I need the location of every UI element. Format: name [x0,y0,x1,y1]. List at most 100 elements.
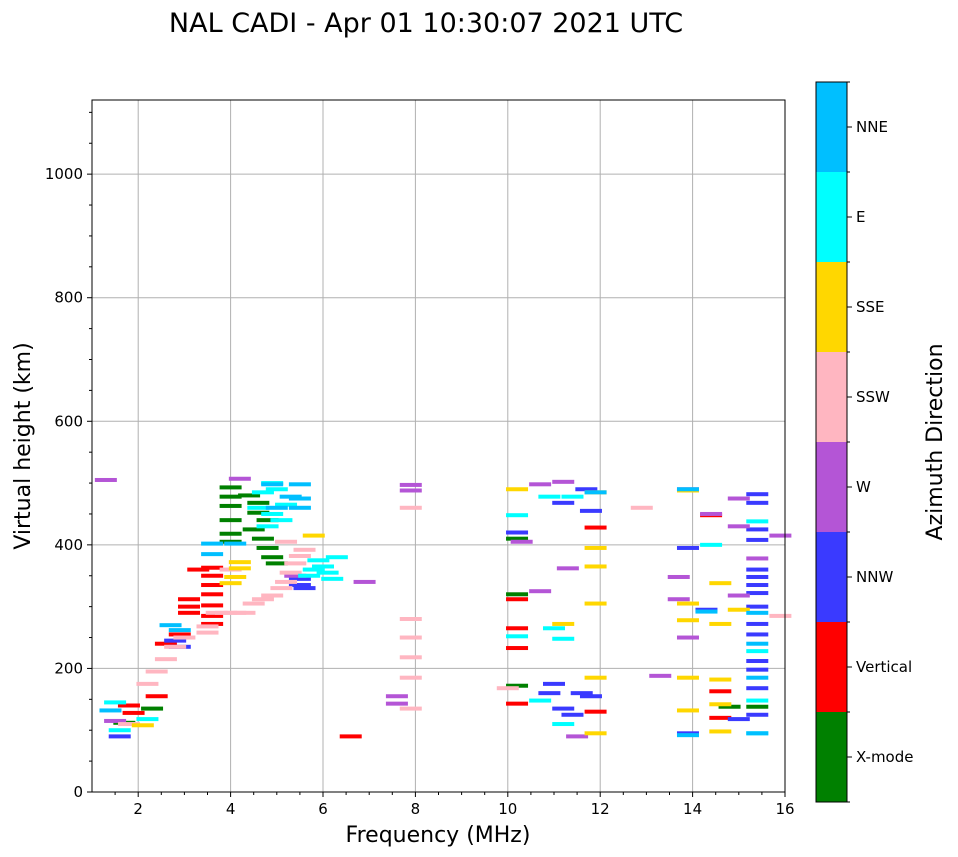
echo-mark-e [529,698,552,703]
echo-mark-vertical [584,709,607,714]
echo-mark-nne [265,505,288,510]
echo-mark-vertical [117,703,140,708]
y-axis-ticks: 0 200 400 600 800 1000 [45,111,92,801]
echo-mark-e [275,502,298,507]
echo-mark-nne [201,552,224,557]
echo-mark-ssw [173,635,196,640]
x-tick-label: 12 [591,800,610,818]
echo-mark-nnw [746,574,769,579]
echo-mark-ssw [145,669,168,674]
echo-mark-nnw [543,681,565,686]
echo-mark-ssw [399,635,422,640]
colorbar-swatch-nnw [816,532,847,622]
echo-mark-e [538,494,561,499]
colorbar-title: Azimuth Direction [923,343,948,540]
echo-mark-w [353,579,376,584]
y-tick-label: 600 [54,412,83,430]
echo-mark-nne [746,641,769,646]
echo-mark-nnw [746,567,769,572]
x-axis-label: Frequency (MHz) [346,823,531,848]
x-tick-label: 16 [775,800,794,818]
echo-mark-vertical [201,583,224,588]
echo-mark-nnw [293,586,316,591]
y-tick-label: 400 [54,536,83,554]
echo-mark-w [385,694,408,699]
echo-mark-ssw [399,675,422,680]
echo-mark-sse [228,566,251,571]
echo-mark-nnw [746,492,769,497]
echo-mark-w [667,597,690,602]
echo-mark-e [321,576,344,581]
echo-mark-nnw [727,717,750,722]
echo-mark-x-mode [238,493,261,498]
echo-mark-nnw [746,686,769,691]
echo-mark-vertical [201,573,224,578]
echo-mark-ssw [279,570,302,575]
echo-mark-nnw [108,734,131,739]
echo-mark-e [506,513,529,518]
echo-mark-x-mode [265,561,288,566]
echo-mark-nne [168,628,191,633]
echo-mark-nnw [506,530,529,535]
echo-mark-vertical [178,597,201,602]
echo-mark-x-mode [746,704,769,709]
echo-mark-e [746,519,769,524]
echo-mark-ssw [293,547,316,552]
data-marks [94,476,792,739]
colorbar: X-mode Vertical NNW W SSW SSE E NNE [815,81,913,803]
echo-mark-nnw [746,537,769,542]
echo-mark-x-mode [242,527,265,532]
echo-mark-w [385,701,408,706]
echo-mark-vertical [154,641,177,646]
x-tick-label: 10 [498,800,517,818]
echo-mark-vertical [201,565,224,570]
echo-mark-w [104,718,127,723]
echo-mark-w [700,511,723,516]
echo-mark-x-mode [247,500,270,505]
echo-mark-nnw [164,638,187,643]
echo-mark-x-mode [718,704,741,709]
echo-mark-nne [224,541,247,546]
echo-mark-sse [584,564,607,569]
colorbar-swatch-e [816,172,847,262]
echo-mark-e [261,511,284,516]
echo-mark-nne [746,731,769,736]
echo-mark-e [543,626,565,631]
echo-mark-vertical [506,597,529,602]
y-axis-label: Virtual height (km) [11,342,36,549]
echo-mark-ssw [117,722,140,727]
echo-mark-ssw [233,610,256,615]
echo-mark-nnw [746,667,769,672]
echo-mark-sse [676,675,699,680]
echo-mark-sse [676,708,699,713]
echo-mark-x-mode [256,518,279,523]
echo-mark-nnw [538,691,561,696]
echo-mark-nnw [746,527,769,532]
echo-mark-x-mode [506,683,529,688]
echo-mark-nne [99,708,122,713]
echo-mark-x-mode [219,494,242,499]
colorbar-swatch-sse [816,262,847,352]
echo-mark-nne [676,733,699,738]
echo-mark-sse [676,601,699,606]
echo-mark-e [256,524,279,529]
echo-mark-sse [302,533,325,538]
echo-mark-ssw [261,593,284,598]
echo-mark-ssw [154,657,177,662]
echo-mark-sse [228,560,251,565]
echo-mark-nnw [746,583,769,588]
echo-mark-x-mode [256,545,279,550]
echo-mark-vertical [201,592,224,597]
echo-mark-e [302,567,325,572]
echo-mark-nne [159,623,182,628]
echo-mark-vertical [506,701,529,706]
y-tick-label: 1000 [45,165,83,183]
echo-mark-w [769,533,792,538]
colorbar-label: SSE [856,298,885,316]
echo-mark-e [108,728,131,733]
echo-mark-ssw [399,706,422,711]
echo-mark-sse [676,618,699,623]
echo-mark-e [746,649,769,654]
echo-mark-e [746,698,769,703]
